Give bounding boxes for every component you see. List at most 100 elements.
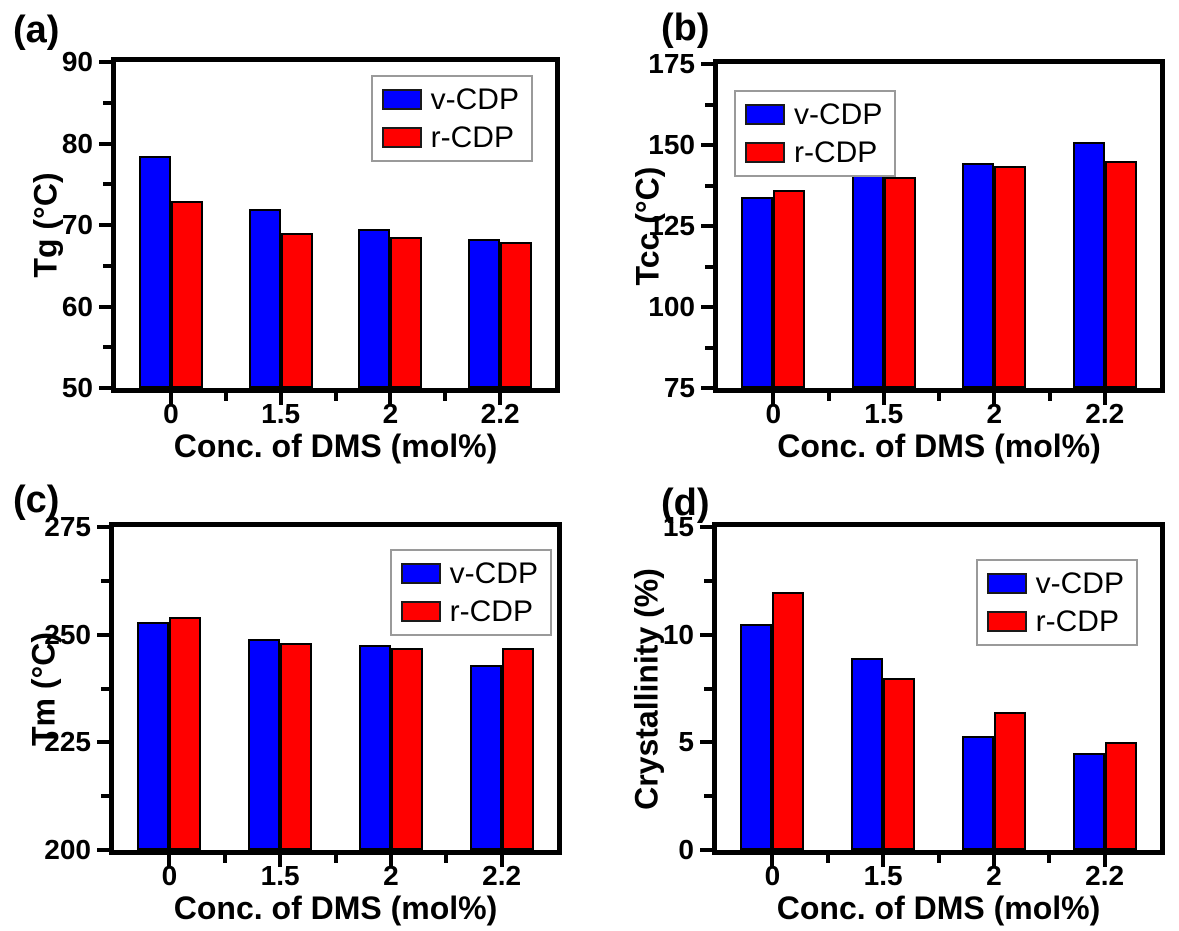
legend-item-r-cdp: r-CDP [986,605,1124,638]
x-tick-label: 1.5 [864,398,904,429]
y-tick-label: 200 [44,834,91,865]
y-major-tick [701,386,713,390]
x-major-tick [278,855,283,867]
x-minor-tick [937,393,941,401]
bar-r-cdp [1104,161,1137,388]
bar-v-cdp [248,639,281,850]
legend-label: v-CDP [449,557,538,590]
panel-label: (a) [13,9,60,51]
x-minor-tick [333,855,338,863]
y-minor-tick [101,794,109,799]
x-major-tick [499,855,504,867]
y-minor-tick [101,578,109,583]
x-axis-title: Conc. of DMS (mol%) [776,890,1101,926]
bar-r-cdp [280,643,313,850]
panel-label: (c) [13,479,60,521]
legend-item-v-cdp: v-CDP [986,568,1124,599]
y-major-tick [99,386,111,390]
y-major-tick [701,224,713,228]
bar-r-cdp [169,617,202,850]
y-tick-label: 15 [662,511,694,542]
y-major-tick [99,60,111,64]
legend-label: r-CDP [794,136,878,169]
bar-v-cdp [962,163,995,388]
plot-area: v-CDP r-CDP [712,522,1165,855]
y-tick-label: 5 [678,726,694,758]
plot-area: v-CDP r-CDP [713,59,1165,393]
y-tick-label: 70 [61,209,93,240]
bar-v-cdp [358,645,391,850]
x-minor-tick [333,393,338,401]
y-minor-tick [103,100,111,105]
y-major-tick [700,848,712,852]
x-tick-label: 2.2 [1085,860,1125,891]
y-tick-label: 60 [61,290,93,322]
x-tick-label: 1.5 [261,398,301,429]
x-minor-tick [443,393,448,401]
bar-r-cdp [170,201,203,388]
y-minor-tick [705,183,713,188]
bar-v-cdp [1072,753,1105,850]
y-major-tick [700,632,712,637]
x-minor-tick [222,855,227,863]
panel-label: (d) [661,482,710,524]
x-tick-label: 2.2 [1085,398,1125,429]
bar-v-cdp [137,622,170,850]
y-major-tick [97,525,109,529]
legend: v-CDP r-CDP [975,559,1138,646]
y-major-tick [700,525,712,529]
x-tick-label: 0 [765,398,782,429]
y-minor-tick [103,263,111,268]
y-tick-label: 175 [648,48,695,79]
x-tick-label: 0 [163,398,179,429]
bars-container [114,527,557,850]
x-axis-title: Conc. of DMS (mol%) [173,890,498,926]
x-minor-tick [826,393,831,401]
y-minor-tick [103,182,111,187]
x-tick-label: 0 [161,860,178,891]
x-minor-tick [444,855,449,863]
y-major-tick [97,632,109,637]
y-tick-label: 75 [663,372,695,403]
bar-r-cdp [501,648,534,850]
panel-b: (b) Tcc (°C) v-CDP r-CDP Conc. of DMS (m… [590,0,1179,465]
x-minor-tick [1047,855,1052,863]
bars-container [717,527,1160,850]
legend: v-CDP r-CDP [389,549,552,636]
y-tick-label: 150 [648,129,695,160]
bars-container [116,62,555,388]
y-minor-tick [704,794,712,799]
x-major-tick [992,393,997,405]
x-tick-label: 1.5 [863,860,903,891]
bar-v-cdp [1072,142,1105,388]
legend-label: r-CDP [1035,605,1119,638]
bar-r-cdp [883,678,916,850]
bar-v-cdp [740,624,773,850]
legend-item-v-cdp: v-CDP [381,84,519,115]
y-major-tick [97,848,109,852]
y-major-tick [99,223,111,227]
y-major-tick [99,304,111,309]
x-major-tick [881,393,886,405]
legend-item-v-cdp: v-CDP [745,99,882,130]
x-tick-label: 2 [986,398,1003,429]
bar-r-cdp [390,648,423,850]
x-tick-label: 2.2 [482,860,522,891]
y-major-tick [701,62,713,66]
y-tick-label: 250 [44,618,91,650]
v-cdp-swatch [745,104,785,125]
bar-v-cdp [851,658,884,850]
x-tick-label: 2 [986,860,1002,891]
bar-v-cdp [741,197,774,388]
bars-container [718,64,1160,388]
y-minor-tick [704,578,712,583]
x-major-tick [388,393,393,405]
x-major-tick [167,855,172,867]
x-tick-label: 0 [764,860,781,891]
bar-r-cdp [280,233,313,388]
x-major-tick [168,393,173,405]
legend-item-v-cdp: v-CDP [400,557,538,590]
panel-a: (a) Tg (°C) v-CDP r-CDP Conc. of DMS (mo… [0,0,590,465]
plot-area: v-CDP r-CDP [111,57,560,393]
